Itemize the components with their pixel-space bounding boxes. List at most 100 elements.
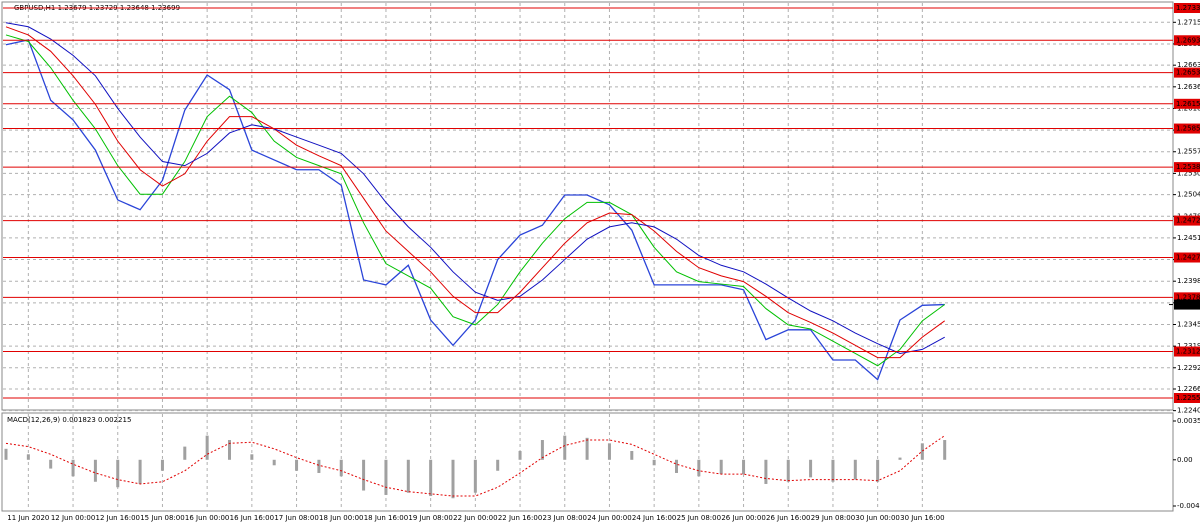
level-label: 1.23124 (1176, 348, 1200, 356)
x-tick-label: 12 Jun 16:00 (96, 514, 140, 522)
macd-bar (831, 459, 835, 482)
macd-title: MACD(12,26,9) 0.001823 0.002215 (7, 416, 131, 424)
macd-bar (496, 459, 500, 471)
macd-bar (809, 459, 813, 478)
y-tick-label: 1.25570 (1177, 148, 1200, 156)
level-label: 1.24275 (1176, 254, 1200, 262)
macd-bar (93, 459, 97, 482)
macd-bar (339, 459, 343, 477)
x-tick-label: 26 Jun 16:00 (766, 514, 810, 522)
x-tick-label: 24 Jun 16:00 (632, 514, 676, 522)
x-tick-label: 16 Jun 00:00 (185, 514, 229, 522)
macd-bar (563, 435, 567, 460)
x-tick-label: 11 Jun 2020 (7, 514, 49, 522)
x-tick-label: 30 Jun 16:00 (900, 514, 944, 522)
level-label-bg (1174, 98, 1200, 109)
y-tick-label: 1.23190 (1177, 342, 1200, 350)
macd-bar (697, 459, 701, 477)
level-label-bg (1174, 252, 1200, 263)
macd-bar (406, 459, 410, 493)
y-tick-label: 1.24515 (1177, 234, 1200, 242)
y-tick-label: 1.22665 (1177, 385, 1200, 393)
moving-average (5, 22, 945, 355)
macd-bar (585, 437, 589, 460)
x-tick-label: 22 Jun 00:00 (453, 514, 497, 522)
level-label-bg (1174, 35, 1200, 46)
macd-bar (228, 440, 231, 460)
y-tick-label: 0.003532 (1177, 417, 1200, 425)
x-tick-label: 12 Jun 00:00 (51, 514, 95, 522)
last-price-label: 1.23699 (1176, 301, 1200, 309)
macd-bar (607, 443, 611, 460)
x-tick-label: 29 Jun 08:00 (811, 514, 855, 522)
macd-bar (451, 459, 455, 499)
y-tick-label: 0.00 (1177, 456, 1193, 464)
level-label: 1.26935 (1176, 36, 1200, 44)
level-label-bg (1174, 162, 1200, 173)
macd-bar (675, 459, 678, 473)
level-label: 1.23787 (1176, 293, 1200, 301)
macd-bar (384, 459, 388, 495)
x-tick-label: 24 Jun 00:00 (587, 514, 631, 522)
level-label: 1.25854 (1176, 125, 1200, 133)
level-label: 1.25382 (1176, 163, 1200, 171)
macd-bar (540, 440, 544, 460)
macd-bar (295, 459, 299, 471)
macd-bar (26, 454, 30, 460)
level-label-bg (1174, 215, 1200, 226)
y-tick-label: 1.26630 (1177, 61, 1200, 69)
macd-bar (920, 443, 924, 460)
x-tick-label: 25 Jun 08:00 (677, 514, 721, 522)
macd-bar (898, 457, 902, 460)
macd-bar (362, 459, 366, 491)
y-tick-label: 1.25045 (1177, 191, 1200, 199)
level-label-bg (1174, 3, 1200, 14)
x-tick-label: 18 Jun 16:00 (364, 514, 408, 522)
macd-bar (160, 459, 164, 471)
macd-bar (4, 448, 8, 460)
level-label-bg (1174, 67, 1200, 78)
y-tick-label: 1.27155 (1177, 18, 1200, 26)
moving-average (5, 34, 945, 367)
y-tick-label: -0.004207 (1177, 502, 1200, 510)
macd-bar (943, 440, 947, 460)
macd-bar (429, 459, 433, 497)
level-label-bg (1174, 292, 1200, 303)
y-tick-label: 1.22925 (1177, 364, 1200, 372)
macd-bar (786, 459, 790, 482)
y-tick-label: 1.22400 (1177, 407, 1200, 415)
macd-bar (630, 451, 634, 460)
x-tick-label: 18 Jun 00:00 (319, 514, 363, 522)
moving-average (5, 26, 945, 359)
level-label: 1.22555 (1176, 394, 1200, 402)
y-tick-label: 1.23985 (1177, 277, 1200, 285)
macd-bar (518, 451, 522, 460)
y-tick-label: 1.26365 (1177, 83, 1200, 91)
x-tick-label: 15 Jun 08:00 (140, 514, 184, 522)
macd-bar (49, 459, 53, 469)
x-tick-label: 30 Jun 00:00 (855, 514, 899, 522)
macd-panel (1, 412, 1174, 512)
level-label: 1.26157 (1176, 100, 1200, 108)
macd-bar (652, 459, 656, 466)
level-label-bg (1174, 123, 1200, 134)
macd-bar (71, 459, 75, 477)
x-tick-label: 16 Jun 16:00 (230, 514, 274, 522)
level-label-bg (1174, 392, 1200, 403)
macd-bar (183, 446, 187, 460)
macd-bar (317, 459, 321, 473)
macd-bar (272, 459, 276, 466)
macd-bar (205, 435, 209, 460)
macd-bar (719, 459, 723, 475)
level-label: 1.27330 (1176, 4, 1200, 12)
macd-bar (473, 459, 477, 493)
macd-bar (853, 459, 857, 480)
x-tick-label: 22 Jun 16:00 (498, 514, 542, 522)
macd-bar (250, 454, 254, 460)
level-label: 1.24727 (1176, 217, 1200, 225)
x-tick-label: 19 Jun 08:00 (408, 514, 452, 522)
y-tick-label: 1.23455 (1177, 320, 1200, 328)
level-label-bg (1174, 346, 1200, 357)
signal-line (5, 435, 945, 497)
